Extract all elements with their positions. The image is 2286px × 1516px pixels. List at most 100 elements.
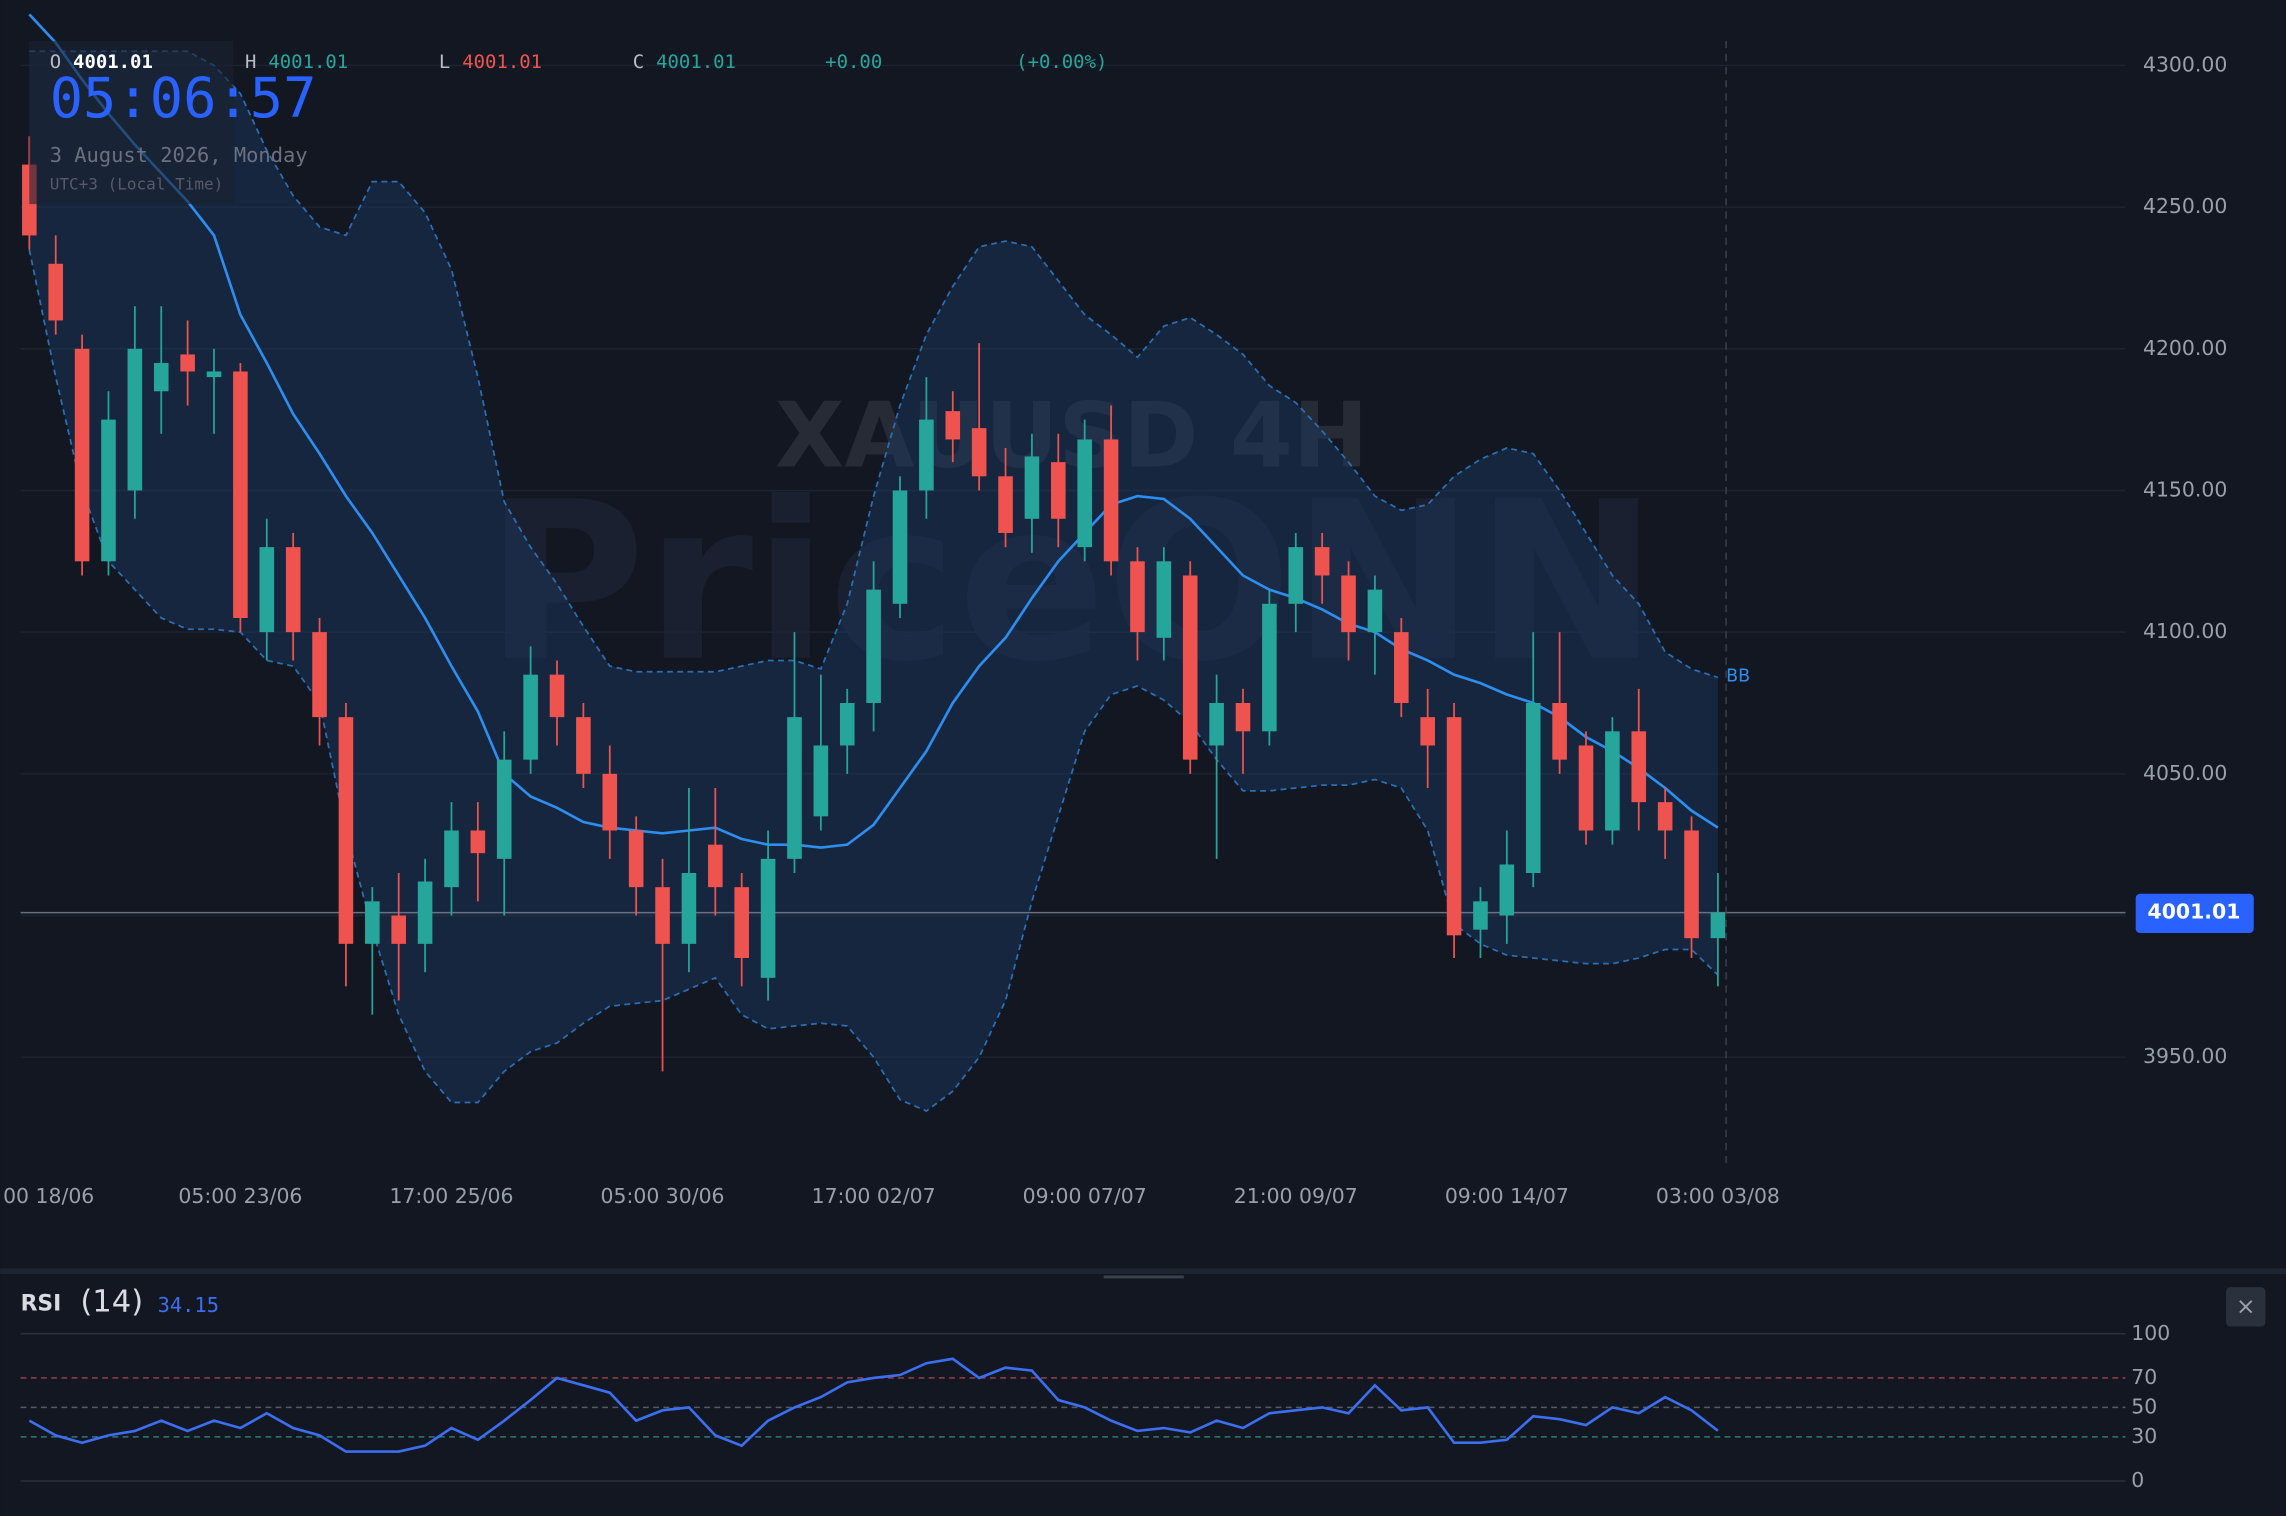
candle-body [233, 371, 248, 618]
candle-body [602, 773, 618, 831]
rsi-tick-label: 0 [2131, 1468, 2144, 1492]
candle-body [892, 490, 908, 604]
candle-body [206, 371, 222, 378]
close-icon[interactable]: × [2236, 1293, 2256, 1320]
candle-body [1103, 439, 1119, 562]
x-tick-label: 09:00 07/07 [1023, 1184, 1147, 1208]
last-price-badge [2135, 893, 2254, 934]
close-value: 4001.01 [656, 51, 736, 73]
candle-body [1051, 462, 1066, 519]
x-tick-label: 21:00 09/07 [1234, 1184, 1358, 1208]
rsi-line [28, 1357, 1719, 1453]
rsi-tick-label: 70 [2131, 1365, 2157, 1389]
date: 3 August 2026, Monday [50, 143, 308, 167]
resize-handle[interactable] [1103, 1275, 1184, 1279]
rsi-tick-label: 100 [2131, 1321, 2170, 1345]
high-label: H [245, 51, 256, 73]
bb-lower [28, 249, 1719, 1113]
watermark: PriceONN XAUUSD 4H [485, 384, 1658, 710]
candle-body [1578, 745, 1594, 831]
close-label: C [633, 51, 644, 73]
candle-body [1631, 731, 1647, 803]
candle-body [1420, 717, 1435, 746]
candle-body [1710, 912, 1726, 939]
candle-body [1262, 603, 1277, 732]
candle-body [48, 263, 63, 321]
high-value: 4001.01 [268, 51, 348, 73]
candle-body [655, 887, 670, 944]
candle-body [1235, 702, 1251, 732]
watermark-symbol: XAUUSD 4H [775, 384, 1369, 489]
candle-body [1499, 864, 1515, 916]
x-tick-label: 03:00 03/08 [1656, 1184, 1780, 1208]
low-label: L [439, 51, 450, 73]
candle-body [787, 717, 802, 859]
bb-middle [28, 13, 1719, 849]
candle-body [708, 844, 723, 888]
candle-body [417, 881, 433, 944]
bb-label: BB [1726, 666, 1750, 686]
candle-body [839, 702, 855, 746]
ohlc-header: O 4001.01 H 4001.01 L 4001.01 C 4001.01 … [50, 51, 1108, 73]
rsi-tick-label: 50 [2131, 1394, 2157, 1418]
candle-body [470, 830, 486, 854]
candle-body [523, 674, 538, 760]
candle-body [444, 830, 459, 888]
candle-body [576, 717, 591, 774]
candle-body [1525, 702, 1541, 873]
y-tick-label: 4250.00 [2143, 194, 2227, 218]
x-tick-label: 05:00 23/06 [178, 1184, 302, 1208]
x-tick-label: 09:00 14/07 [1445, 1184, 1569, 1208]
candle-body [734, 887, 749, 959]
candle-body [998, 476, 1013, 533]
candle-body [312, 632, 327, 718]
candle-body [813, 745, 829, 817]
info-box [29, 40, 234, 205]
watermark-brand: PriceONN [485, 455, 1658, 710]
candle-body [1341, 575, 1356, 633]
candle-body [1156, 561, 1172, 638]
candle-body [1077, 439, 1092, 548]
candle-body [971, 428, 987, 477]
y-tick-label: 4100.00 [2143, 619, 2227, 643]
candle-body [628, 830, 644, 888]
rsi-tick-label: 30 [2131, 1424, 2157, 1448]
y-tick-label: 4200.00 [2143, 336, 2227, 360]
clock: 05:06:57 [50, 67, 317, 131]
candle-body [1605, 731, 1620, 831]
rsi-chart: 100 70 50 30 0 [20, 1321, 2170, 1492]
close-button[interactable] [2226, 1287, 2266, 1327]
candle-body [365, 901, 380, 944]
candle-body [1130, 561, 1145, 633]
candle-body [1288, 547, 1304, 604]
low-value: 4001.01 [462, 51, 542, 73]
candle-body [1657, 802, 1673, 831]
candle-body [1552, 702, 1567, 760]
pane-separator [0, 1268, 2286, 1275]
change-pct: (+0.00%) [1016, 51, 1107, 73]
bb-upper [29, 50, 1719, 679]
x-tick-label: 17:00 25/06 [389, 1184, 513, 1208]
candle-body [391, 915, 406, 944]
y-tick-label: 4300.00 [2143, 52, 2227, 76]
candle-body [1394, 632, 1409, 703]
candle-body [681, 872, 697, 944]
x-tick-label: 05:00 30/06 [601, 1184, 725, 1208]
price-chart: 4300.00 4250.00 4200.00 4150.00 4100.00 4050.… [3, 13, 2254, 1208]
candle-body [549, 674, 565, 718]
rsi-current: 34.15 [158, 1293, 219, 1317]
x-tick-label: 17:00 02/07 [812, 1184, 936, 1208]
candle-body [919, 419, 934, 491]
candle-body [259, 547, 275, 633]
candle-body [127, 348, 143, 491]
candle-body [866, 589, 881, 703]
candle-body [1446, 717, 1462, 936]
candle-body [945, 411, 961, 440]
last-price-label: 4001.01 [2148, 900, 2241, 924]
x-tick-label: 00 18/06 [3, 1184, 94, 1208]
candle-body [338, 717, 354, 944]
candle-body [101, 419, 116, 562]
candle-body [1024, 456, 1040, 519]
candle-body [285, 547, 301, 633]
